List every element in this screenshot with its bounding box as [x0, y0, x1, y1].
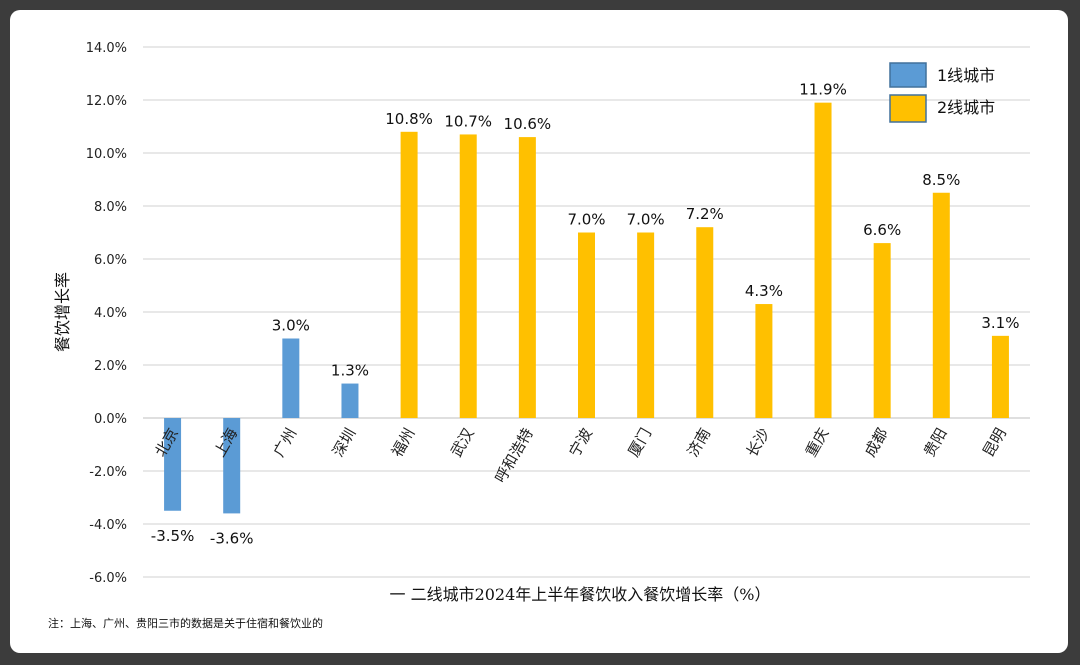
bar [459, 134, 477, 418]
y-tick-label: 8.0% [94, 200, 127, 215]
data-label: 4.3% [745, 282, 783, 300]
category-label: 重庆 [802, 425, 833, 460]
bar [578, 232, 595, 418]
category-label: 深圳 [329, 425, 360, 460]
data-label: 3.1% [981, 314, 1019, 332]
category-label: 福州 [388, 425, 419, 460]
bar [755, 304, 773, 418]
bars [164, 102, 1009, 514]
category-labels: 北京 上海 广州 深圳 福州 武汉 呼和浩特 宁波 厦门 济南 长沙 重庆 成都 贵阳 昆明 [151, 425, 1009, 486]
y-tick-label: 12.0% [86, 94, 127, 109]
y-tick-label: 4.0% [94, 306, 127, 321]
data-label: 1.3% [331, 362, 369, 380]
bar [282, 338, 300, 418]
data-label: 8.5% [922, 171, 960, 189]
gridlines [143, 46, 1030, 578]
chart-caption: 一 二线城市2024年上半年餐饮收入餐饮增长率（%） [389, 585, 770, 604]
bar [164, 418, 182, 511]
category-label: 昆明 [979, 425, 1010, 460]
category-label: 长沙 [743, 425, 774, 460]
data-label: 11.9% [799, 81, 847, 99]
data-label: 6.6% [863, 221, 901, 239]
data-label: 3.0% [272, 317, 310, 335]
data-label: 10.7% [444, 112, 492, 130]
category-label: 济南 [684, 425, 715, 460]
legend-label-series-1: 1线城市 [937, 66, 995, 85]
bar [637, 232, 655, 418]
data-label: 10.8% [385, 110, 433, 128]
bar [873, 243, 891, 418]
y-tick-labels: -6.0% -4.0% -2.0% 0.0% 2.0% 4.0% 6.0% 8.0% 10.0%… [86, 41, 127, 586]
data-label: -3.6% [210, 529, 254, 547]
y-axis-label: 餐饮增长率 [53, 272, 72, 352]
legend-label-series-2: 2线城市 [937, 98, 995, 117]
legend-swatch-series-2 [889, 94, 927, 123]
category-label: 贵阳 [920, 425, 951, 460]
bar [400, 131, 418, 419]
category-label: 成都 [861, 425, 892, 460]
bar [223, 418, 241, 514]
category-label: 厦门 [625, 425, 656, 460]
legend-swatch-series-1 [889, 62, 927, 88]
y-tick-label: 10.0% [86, 147, 127, 162]
bar [932, 192, 950, 418]
y-tick-label: 14.0% [86, 41, 127, 56]
bar [518, 137, 536, 418]
category-label: 宁波 [565, 425, 596, 460]
data-label: -3.5% [151, 527, 195, 545]
y-tick-label: -4.0% [89, 518, 127, 533]
legend: 1线城市 2线城市 [889, 62, 995, 123]
bar [991, 335, 1009, 418]
y-tick-label: 0.0% [94, 412, 127, 427]
category-label: 广州 [270, 425, 301, 460]
data-label: 7.0% [567, 211, 605, 229]
y-tick-label: 2.0% [94, 359, 127, 374]
data-label: 7.0% [627, 211, 665, 229]
data-labels: -3.5% -3.6% 3.0% 1.3% 10.8% 10.7% 10.6% 7.0% 7.0… [151, 81, 1020, 548]
data-label: 7.2% [686, 205, 724, 223]
bar [696, 227, 714, 418]
category-label: 呼和浩特 [491, 425, 537, 486]
bar [814, 102, 832, 419]
data-label: 10.6% [504, 115, 552, 133]
y-tick-label: -2.0% [89, 465, 127, 480]
y-tick-label: -6.0% [89, 571, 127, 586]
y-tick-label: 6.0% [94, 253, 127, 268]
bar [341, 383, 359, 418]
category-label: 武汉 [447, 425, 478, 460]
footnote: 注：上海、广州、贵阳三市的数据是关于住宿和餐饮业的 [48, 616, 323, 630]
